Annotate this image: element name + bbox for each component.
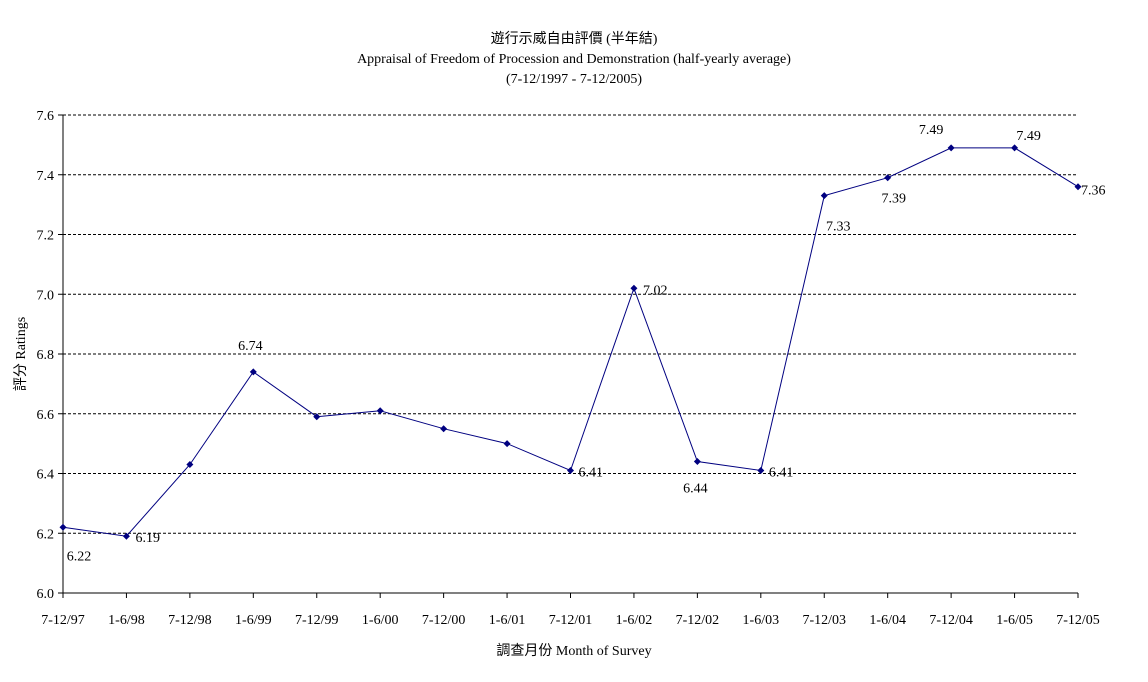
x-tick-label: 1-6/98 xyxy=(108,613,145,628)
data-point xyxy=(630,284,638,292)
data-point xyxy=(1011,144,1019,152)
data-point xyxy=(59,523,67,531)
axes xyxy=(58,114,1079,598)
data-label: 7.36 xyxy=(1081,184,1106,199)
data-point xyxy=(820,192,828,200)
data-label: 7.33 xyxy=(826,220,851,235)
data-label: 6.74 xyxy=(238,339,263,354)
x-tick-label: 1-6/05 xyxy=(996,613,1033,628)
y-tick-label: 7.0 xyxy=(37,288,55,303)
data-point xyxy=(884,174,892,182)
y-tick-labels: 6.0 6.2 6.4 6.6 6.8 7.0 7.2 7.4 7.6 xyxy=(37,109,55,602)
x-tick-label: 7-12/97 xyxy=(41,613,85,628)
data-label: 6.41 xyxy=(769,466,794,481)
data-point xyxy=(567,467,574,475)
data-point xyxy=(757,467,765,475)
y-axis-label: 評分 Ratings xyxy=(14,316,29,392)
data-point xyxy=(693,458,701,466)
data-label: 7.02 xyxy=(643,283,668,298)
data-point xyxy=(947,144,955,152)
data-point xyxy=(122,532,130,540)
y-tick-label: 6.2 xyxy=(37,527,55,542)
data-label: 6.41 xyxy=(579,466,604,481)
x-tick-label: 7-12/00 xyxy=(422,613,466,628)
data-label: 6.44 xyxy=(683,482,708,497)
x-tick-label: 7-12/01 xyxy=(549,613,593,628)
x-tick-label: 7-12/99 xyxy=(295,613,339,628)
data-point xyxy=(249,368,257,376)
y-tick-label: 6.8 xyxy=(37,348,55,363)
x-tick-label: 7-12/98 xyxy=(168,613,212,628)
chart-title: 遊行示威自由評價 (半年結) xyxy=(490,32,658,47)
x-tick-labels: 7-12/97 1-6/98 7-12/98 1-6/99 7-12/99 1-6/00 7… xyxy=(41,613,1100,628)
data-point xyxy=(1074,183,1082,191)
x-tick-label: 7-12/03 xyxy=(802,613,846,628)
x-tick-label: 7-12/05 xyxy=(1056,613,1100,628)
chart-period: (7-12/1997 - 7-12/2005) xyxy=(505,72,643,87)
data-point xyxy=(376,407,384,415)
x-tick-label: 1-6/02 xyxy=(616,613,653,628)
data-label: 7.49 xyxy=(919,123,944,138)
y-tick-label: 6.6 xyxy=(37,408,55,423)
data-label: 7.39 xyxy=(881,192,906,207)
data-point xyxy=(186,461,194,469)
x-tick-label: 1-6/99 xyxy=(235,613,272,628)
y-tick-label: 7.2 xyxy=(37,229,55,244)
series-line xyxy=(62,147,1079,537)
x-tick-label: 1-6/00 xyxy=(362,613,399,628)
x-tick-label: 1-6/03 xyxy=(743,613,780,628)
data-label: 7.49 xyxy=(1016,129,1041,144)
x-tick-label: 7-12/02 xyxy=(676,613,720,628)
chart-subtitle: Appraisal of Freedom of Procession and D… xyxy=(357,52,791,67)
series-ratings xyxy=(59,144,1082,540)
y-tick-label: 7.6 xyxy=(37,109,55,124)
x-tick-label: 7-12/04 xyxy=(929,613,973,628)
data-label: 6.22 xyxy=(67,549,92,564)
y-tick-label: 7.4 xyxy=(37,169,55,184)
data-point xyxy=(503,440,511,448)
data-label: 6.19 xyxy=(135,531,160,546)
data-point xyxy=(440,425,448,433)
gridlines xyxy=(63,114,1078,534)
data-labels: 6.22 6.19 6.74 6.41 7.02 6.44 6.41 7.33 7.39 7.49… xyxy=(67,123,1106,564)
y-tick-label: 6.4 xyxy=(37,468,55,483)
x-tick-label: 1-6/01 xyxy=(489,613,526,628)
chart-titles: 遊行示威自由評價 (半年結) Appraisal of Freedom of P… xyxy=(0,30,1148,90)
data-point xyxy=(313,413,321,421)
x-axis-label: 調查月份 Month of Survey xyxy=(496,644,652,659)
x-tick-label: 1-6/04 xyxy=(869,613,906,628)
y-tick-label: 6.0 xyxy=(37,587,55,602)
